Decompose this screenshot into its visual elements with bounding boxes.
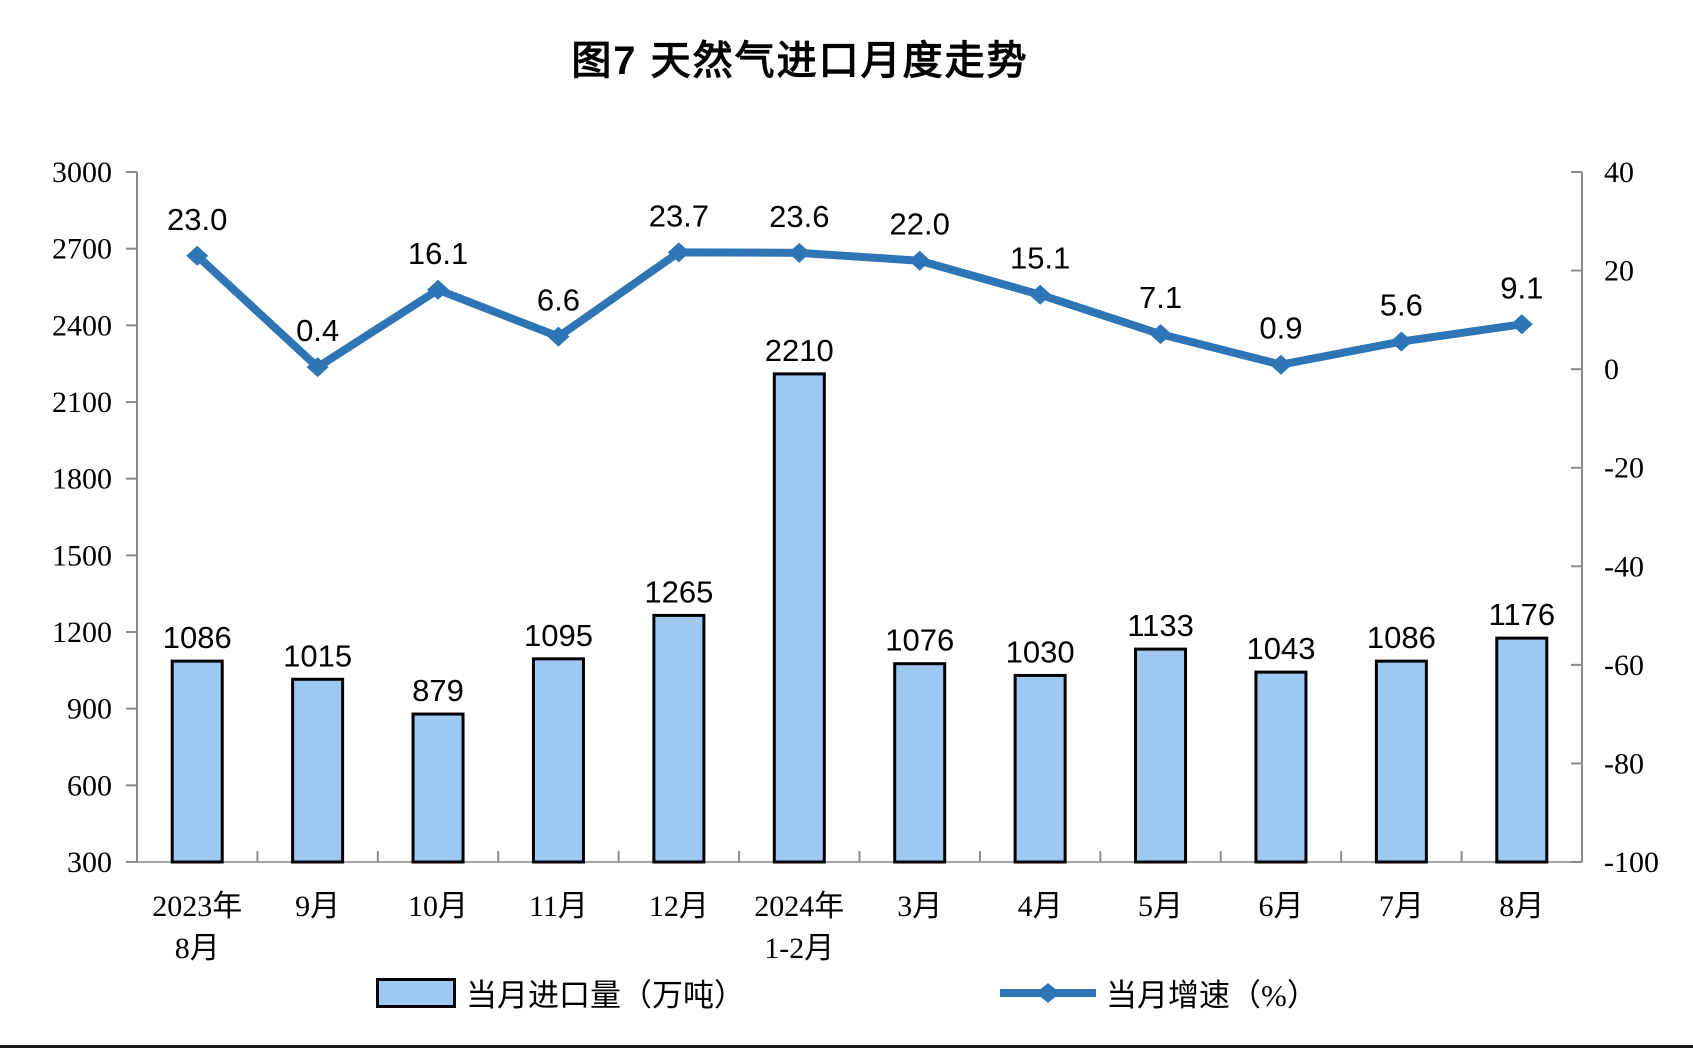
line-marker [306,357,329,378]
line-marker [547,326,570,347]
bar-6 [893,662,947,864]
left-axis-tick-label: 300 [67,846,112,879]
bar-value-label: 1015 [283,638,352,673]
bottom-divider [0,1045,1693,1048]
left-axis-tick-label: 600 [67,769,112,802]
left-axis-tick-label: 1800 [52,463,112,496]
x-axis-label: 3月 [897,890,942,923]
bar-value-label: 1086 [163,620,232,655]
legend-item-import-volume: 当月进口量（万吨） [376,970,745,1015]
bar-10 [1374,659,1428,864]
line-marker [788,242,811,263]
chart-title: 图7 天然气进口月度走势 [571,39,1029,83]
x-axis-label: 2024年 1-2月 [754,890,844,965]
line-marker [427,279,450,300]
right-axis-tick-label: -100 [1604,846,1659,879]
line-marker [667,242,690,263]
left-axis-tick-label: 1200 [52,616,112,649]
line-marker [1269,354,1292,375]
line-value-label: 15.1 [1010,241,1070,276]
line-marker [1510,314,1533,335]
line-value-label: 9.1 [1500,270,1543,305]
line-value-label: 23.7 [649,198,709,233]
x-axis-label: 10月 [408,890,468,923]
legend-line-label: 当月增速（%） [1106,978,1318,1013]
bar-1 [291,677,345,864]
x-axis-label: 4月 [1018,890,1063,923]
line-value-label: 5.6 [1380,288,1423,323]
bar-7 [1013,673,1067,864]
line-marker [1149,324,1172,345]
x-axis-label: 6月 [1258,890,1303,923]
line-value-label: 6.6 [537,283,580,318]
line-value-label: 22.0 [890,207,950,242]
x-axis-label: 12月 [649,890,709,923]
bar-value-label: 1095 [524,618,593,653]
right-axis-tick-label: 40 [1604,156,1634,189]
line-value-label: 0.4 [296,313,339,348]
bar-value-label: 1076 [885,623,954,658]
line-value-label: 0.9 [1259,311,1302,346]
bar-11 [1495,636,1549,864]
bar-0 [170,659,224,864]
line-marker [1029,284,1052,305]
line-marker [1390,331,1413,352]
left-axis-tick-label: 1500 [52,539,112,572]
bar-value-label: 1176 [1488,597,1555,632]
bar-value-label: 1265 [644,574,713,609]
left-axis-tick-label: 3000 [52,156,112,189]
bar-4 [652,613,706,864]
bar-value-label: 2210 [765,333,834,368]
line-marker [908,250,931,271]
x-axis-label: 8月 [1499,890,1544,923]
x-axis-label: 7月 [1379,890,1424,923]
bar-value-label: 1030 [1006,634,1075,669]
line-value-label: 23.6 [769,199,829,234]
legend-item-growth-rate: 当月增速（%） [1000,970,1318,1015]
line-legend-marker-icon [1000,982,1096,1003]
bar-value-label: 1043 [1246,631,1315,666]
right-axis-tick-label: -80 [1604,747,1644,780]
bar-legend-swatch-icon [376,977,456,1008]
bar-3 [531,657,585,864]
left-axis-tick-label: 900 [67,693,112,726]
bar-9 [1254,670,1308,864]
legend-bar-label: 当月进口量（万吨） [466,978,745,1013]
bar-value-label: 879 [412,673,464,708]
line-marker [186,245,209,266]
left-axis-tick-label: 2400 [52,309,112,342]
bar-8 [1134,647,1188,864]
right-axis-tick-label: -60 [1604,649,1644,682]
x-axis-label: 2023年 8月 [152,890,242,965]
line-value-label: 7.1 [1139,280,1182,315]
x-axis-label: 11月 [529,890,588,923]
right-axis-tick-label: -40 [1604,550,1644,583]
growth-line [194,248,1523,373]
right-axis-tick-label: 20 [1604,255,1634,288]
right-axis-tick-label: -20 [1604,452,1644,485]
left-axis-tick-label: 2100 [52,386,112,419]
x-axis-label: 9月 [295,890,340,923]
left-axis-tick-label: 2700 [52,233,112,266]
bar-5 [772,372,826,864]
bar-2 [411,712,465,864]
line-value-label: 16.1 [408,236,468,271]
line-value-label: 23.0 [167,202,227,237]
x-axis-label: 5月 [1138,890,1183,923]
bar-value-label: 1086 [1367,620,1436,655]
bar-value-label: 1133 [1127,608,1194,643]
right-axis-tick-label: 0 [1604,353,1619,386]
